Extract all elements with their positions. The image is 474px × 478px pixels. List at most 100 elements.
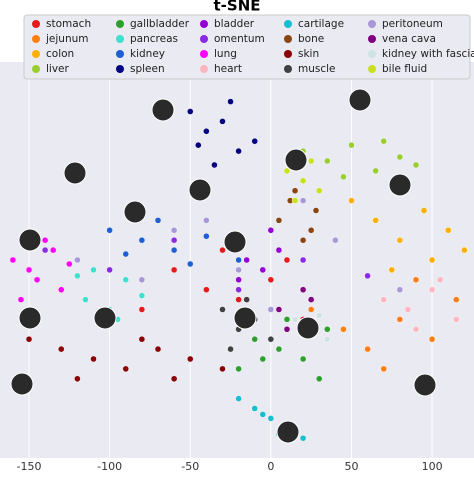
point	[227, 98, 234, 105]
organ-icons	[10, 88, 437, 444]
point	[436, 276, 444, 283]
point	[235, 266, 242, 274]
point	[219, 365, 226, 373]
legend-label: peritoneum	[382, 18, 443, 30]
point	[307, 157, 315, 165]
point	[58, 345, 65, 353]
legend-label: bladder	[214, 18, 255, 30]
point	[275, 306, 283, 313]
legend-marker	[116, 50, 124, 58]
point	[211, 161, 218, 169]
point	[332, 236, 339, 244]
point	[299, 236, 307, 244]
legend-label: kidney	[130, 48, 165, 60]
point	[203, 286, 210, 293]
point	[283, 326, 291, 333]
legend-label: kidney with fascia	[382, 48, 474, 60]
point	[380, 137, 387, 145]
point	[364, 345, 371, 353]
point	[291, 187, 299, 194]
x-tick-label: 100	[422, 460, 443, 473]
point	[453, 296, 460, 303]
point	[235, 256, 242, 264]
point	[312, 207, 320, 214]
legend-label: bile fluid	[382, 63, 427, 75]
point	[267, 227, 275, 234]
legend-marker	[368, 20, 376, 28]
point	[396, 236, 404, 244]
legend: stomach jejunum colon liver gallbladder pancr…	[32, 18, 474, 75]
point	[235, 296, 242, 303]
point	[90, 266, 97, 274]
point	[348, 197, 355, 204]
point	[82, 296, 89, 303]
legend-label: heart	[214, 63, 242, 75]
point	[299, 177, 307, 185]
x-tick-label: 0	[267, 460, 274, 473]
legend-label: stomach	[46, 18, 91, 30]
legend-marker	[284, 50, 292, 58]
point	[33, 276, 41, 283]
legend-label: cartilage	[298, 18, 344, 30]
point	[41, 236, 49, 244]
point	[428, 336, 436, 343]
legend-marker	[368, 35, 376, 43]
legend-label: pancreas	[130, 33, 178, 45]
point	[267, 306, 275, 313]
point	[396, 286, 404, 293]
point	[74, 272, 81, 280]
point	[283, 316, 291, 323]
point	[203, 128, 210, 135]
point	[275, 217, 283, 224]
point	[267, 415, 275, 422]
point	[420, 207, 428, 214]
point	[154, 217, 162, 224]
point	[445, 227, 452, 234]
point	[235, 286, 242, 293]
point	[235, 147, 242, 155]
point	[187, 108, 194, 115]
legend-box	[23, 14, 471, 80]
point	[187, 260, 194, 268]
point	[235, 395, 242, 402]
point	[41, 246, 49, 254]
point	[316, 375, 323, 382]
legend-marker	[116, 35, 124, 43]
legend-marker	[32, 20, 40, 28]
point	[307, 296, 315, 303]
point	[316, 187, 323, 194]
point	[251, 405, 258, 412]
point	[396, 316, 404, 323]
legend-marker	[32, 35, 40, 43]
point	[251, 137, 258, 145]
point	[316, 312, 323, 319]
legend-label: bone	[298, 33, 324, 45]
point	[412, 161, 420, 169]
point	[307, 306, 315, 313]
point	[461, 246, 468, 254]
point	[122, 250, 129, 258]
point	[340, 173, 347, 181]
legend-marker	[284, 65, 292, 73]
point	[324, 336, 331, 343]
legend-marker	[368, 50, 376, 58]
point	[227, 345, 234, 353]
legend-marker	[200, 35, 208, 43]
point	[267, 276, 275, 283]
legend-label: skin	[298, 48, 319, 60]
point	[283, 167, 291, 175]
point	[275, 246, 283, 254]
point	[324, 326, 331, 333]
point	[372, 217, 379, 224]
legend-marker	[116, 65, 124, 73]
point	[348, 141, 355, 149]
point	[138, 236, 146, 244]
legend-label: spleen	[130, 63, 165, 75]
point	[25, 266, 33, 274]
x-tick-label: 50	[344, 460, 358, 473]
point	[235, 365, 242, 373]
point	[307, 227, 315, 234]
point	[412, 326, 420, 333]
legend-marker	[284, 20, 292, 28]
